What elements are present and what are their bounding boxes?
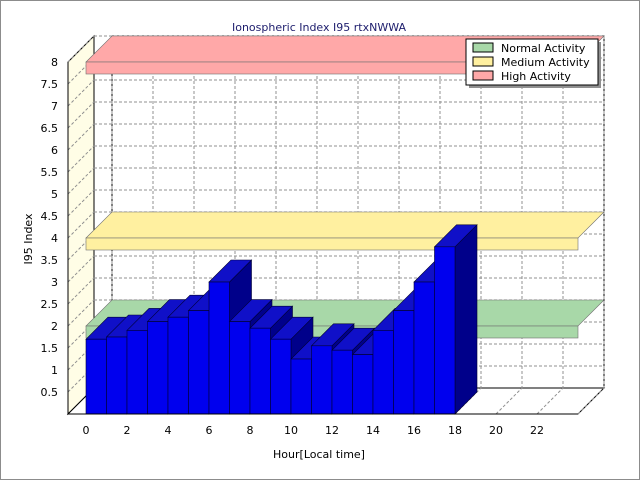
- bar-front: [434, 246, 456, 415]
- x-tick-label: 12: [325, 424, 339, 437]
- y-tick-label: 2: [51, 320, 58, 333]
- grid-line-diag: [67, 35, 95, 63]
- legend-swatch-high: [472, 70, 494, 81]
- bar-front: [208, 281, 230, 415]
- grid-line-diag: [67, 255, 95, 283]
- grid-line-diag: [67, 123, 95, 151]
- y-tick-label: 5: [51, 188, 58, 201]
- bar-front: [249, 327, 271, 415]
- bar-side: [454, 224, 478, 415]
- bar-front: [229, 321, 251, 415]
- bar-front: [147, 321, 169, 415]
- y-tick-label: 1: [51, 364, 58, 377]
- y-tick-label: 8: [51, 56, 58, 69]
- bar-front: [372, 330, 394, 415]
- x-tick-label: 14: [366, 424, 380, 437]
- bar-front: [352, 354, 374, 415]
- x-tick-label: 22: [530, 424, 544, 437]
- bar-front: [126, 330, 148, 415]
- bar-front: [331, 349, 353, 415]
- y-tick-label: 2.5: [41, 298, 59, 311]
- bar-front: [393, 310, 415, 415]
- bar-front: [311, 345, 333, 415]
- x-tick-label: 16: [407, 424, 421, 437]
- grid-line-diag: [67, 277, 95, 305]
- x-tick-label: 2: [124, 424, 131, 437]
- x-tick-label: 6: [206, 424, 213, 437]
- grid-line-floor: [577, 387, 605, 415]
- y-tick-label: 3: [51, 276, 58, 289]
- bar-front: [106, 336, 128, 415]
- bar-front: [85, 338, 107, 415]
- grid-line-floor: [536, 387, 564, 415]
- bar-front: [188, 310, 210, 415]
- bar-series: [85, 224, 478, 415]
- grid-line-diag: [67, 79, 95, 107]
- y-tick-label: 4.5: [41, 210, 59, 223]
- legend-label-high: High Activity: [501, 70, 571, 83]
- grid-line-diag: [67, 145, 95, 173]
- x-tick-label: 20: [489, 424, 503, 437]
- y-tick-label: 6: [51, 144, 58, 157]
- y-axis-label: I95 Index: [22, 213, 35, 265]
- bar-front: [290, 358, 312, 415]
- x-tick-label: 0: [83, 424, 90, 437]
- x-tick-label: 8: [247, 424, 254, 437]
- legend-swatch-medium: [472, 56, 494, 67]
- legend-swatch-normal: [472, 42, 494, 53]
- band-top-medium-activity: [85, 211, 605, 239]
- y-tick-label: 0.5: [41, 386, 59, 399]
- bar-front: [413, 281, 435, 415]
- chart-title: Ionospheric Index I95 rtxNWWA: [232, 21, 406, 34]
- band-front-medium-activity: [85, 237, 579, 251]
- y-tick-label: 7.5: [41, 78, 59, 91]
- y-tick-label: 3.5: [41, 254, 59, 267]
- grid-line-diag: [67, 189, 95, 217]
- bar-front: [270, 338, 292, 415]
- x-tick-label: 4: [165, 424, 172, 437]
- legend-label-medium: Medium Activity: [501, 56, 590, 69]
- y-tick-label: 6.5: [41, 122, 59, 135]
- y-tick-label: 1.5: [41, 342, 59, 355]
- grid-line-diag: [67, 101, 95, 129]
- y-tick-label: 7: [51, 100, 58, 113]
- chart-axes: 0.5 1 1.5 2 2.5 3 3.5 4 4.5 5 5.5 6 6.5 7 7.5 8 0 2 4 6 8 10 1…: [41, 56, 578, 437]
- y-tick-label: 5.5: [41, 166, 59, 179]
- legend: Normal Activity Medium Activity High Act…: [465, 38, 601, 88]
- grid-line-diag: [67, 211, 95, 239]
- x-tick-label: 18: [448, 424, 462, 437]
- bar-front: [167, 316, 189, 415]
- grid-line-diag: [67, 167, 95, 195]
- grid-line-floor: [495, 387, 523, 415]
- legend-label-normal: Normal Activity: [501, 42, 586, 55]
- x-axis-label: Hour[Local time]: [273, 448, 365, 461]
- grid-line-diag: [67, 299, 95, 327]
- bar-17: [433, 224, 478, 415]
- x-tick-label: 10: [284, 424, 298, 437]
- y-tick-label: 4: [51, 232, 58, 245]
